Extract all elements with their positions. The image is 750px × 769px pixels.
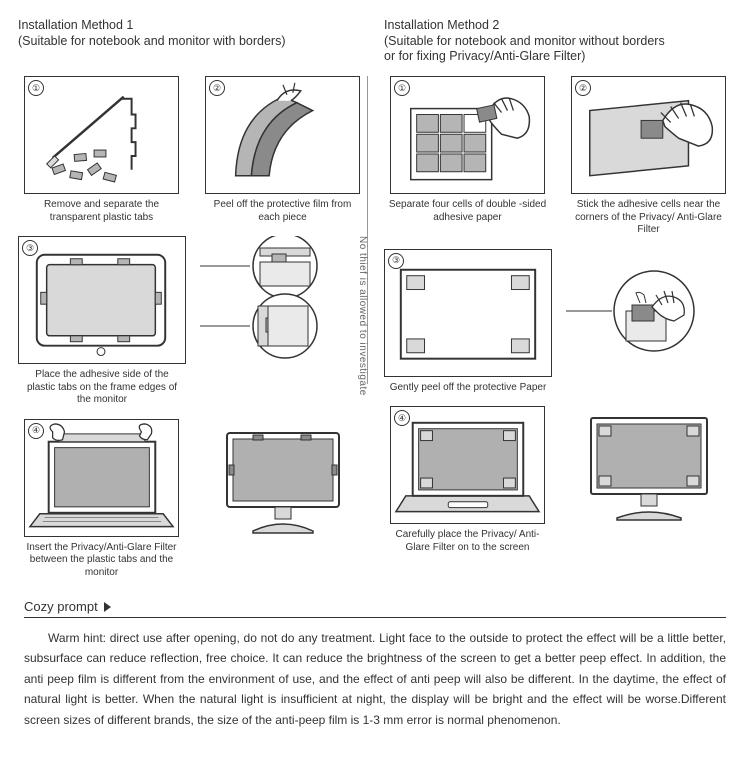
- method-1: Installation Method 1(Suitable for noteb…: [18, 18, 366, 579]
- m1-step1-num: ①: [28, 80, 44, 96]
- triangle-icon: [104, 602, 111, 612]
- m1-step3-illustration: [19, 237, 185, 363]
- m1-step3: ③: [18, 236, 366, 407]
- m1-step1-illustration: [25, 77, 178, 193]
- m1-step4-illustration: [25, 420, 178, 536]
- m2-step3-num: ③: [388, 253, 404, 269]
- m1-step2-caption: Peel off the protective film from each p…: [203, 199, 363, 224]
- method2-title: Installation Method 2(Suitable for noteb…: [384, 18, 732, 66]
- m1-step4-caption: Insert the Privacy/Anti-Glare Filter bet…: [22, 542, 182, 580]
- method-2: Installation Method 2(Suitable for noteb…: [384, 18, 732, 579]
- m2-step4-caption: Carefully place the Privacy/ Anti-Glare …: [388, 529, 548, 554]
- cozy-prompt-section: Cozy prompt Warm hint: direct use after …: [18, 599, 732, 730]
- m2-step4: ④ Carefully place the Privacy/ Anti-Glar…: [384, 406, 551, 554]
- m2-step3-illustration: [385, 250, 551, 376]
- m1-step5-illustration: [205, 419, 360, 537]
- warm-hint-body: Warm hint: direct use after opening, do …: [24, 628, 726, 730]
- cozy-title: Cozy prompt: [24, 599, 98, 614]
- m1-step5: [199, 419, 366, 580]
- m2-step1: ①: [384, 76, 551, 237]
- m2-step5: [565, 406, 732, 554]
- m1-step4: ④ Ins: [18, 419, 185, 580]
- cozy-header: Cozy prompt: [24, 599, 726, 618]
- m1-step2: ② Peel off the protective film from each…: [199, 76, 366, 224]
- m2-step5-illustration: [571, 406, 726, 524]
- m2-step3-detail: [566, 249, 706, 377]
- m2-step2-num: ②: [575, 80, 591, 96]
- m2-step3: ③ Gently peel off the protective Paper: [384, 249, 732, 395]
- m2-step4-num: ④: [394, 410, 410, 426]
- m2-step1-num: ①: [394, 80, 410, 96]
- m1-step3-caption: Place the adhesive side of the plastic t…: [22, 369, 182, 407]
- m2-step1-illustration: [391, 77, 544, 193]
- method1-title: Installation Method 1(Suitable for noteb…: [18, 18, 366, 66]
- m1-step1: ① Remove and separ: [18, 76, 185, 224]
- m1-step2-illustration: [206, 77, 359, 193]
- method1-steps: ① Remove and separ: [18, 76, 366, 579]
- m2-step2-caption: Stick the adhesive cells near the corner…: [569, 199, 729, 237]
- m1-step3-detail: [200, 236, 340, 364]
- m1-step1-caption: Remove and separate the transparent plas…: [22, 199, 182, 224]
- m2-step2: ② Stick the adhesive cells near the corn…: [565, 76, 732, 237]
- m2-step2-illustration: [572, 77, 725, 193]
- method2-steps: ①: [384, 76, 732, 554]
- m2-step4-illustration: [391, 407, 544, 523]
- m1-step4-num: ④: [28, 423, 44, 439]
- m1-step3-num: ③: [22, 240, 38, 256]
- m1-step2-num: ②: [209, 80, 225, 96]
- m2-step3-caption: Gently peel off the protective Paper: [390, 382, 547, 395]
- m2-step1-caption: Separate four cells of double -sided adh…: [388, 199, 548, 224]
- methods-container: Installation Method 1(Suitable for noteb…: [18, 18, 732, 579]
